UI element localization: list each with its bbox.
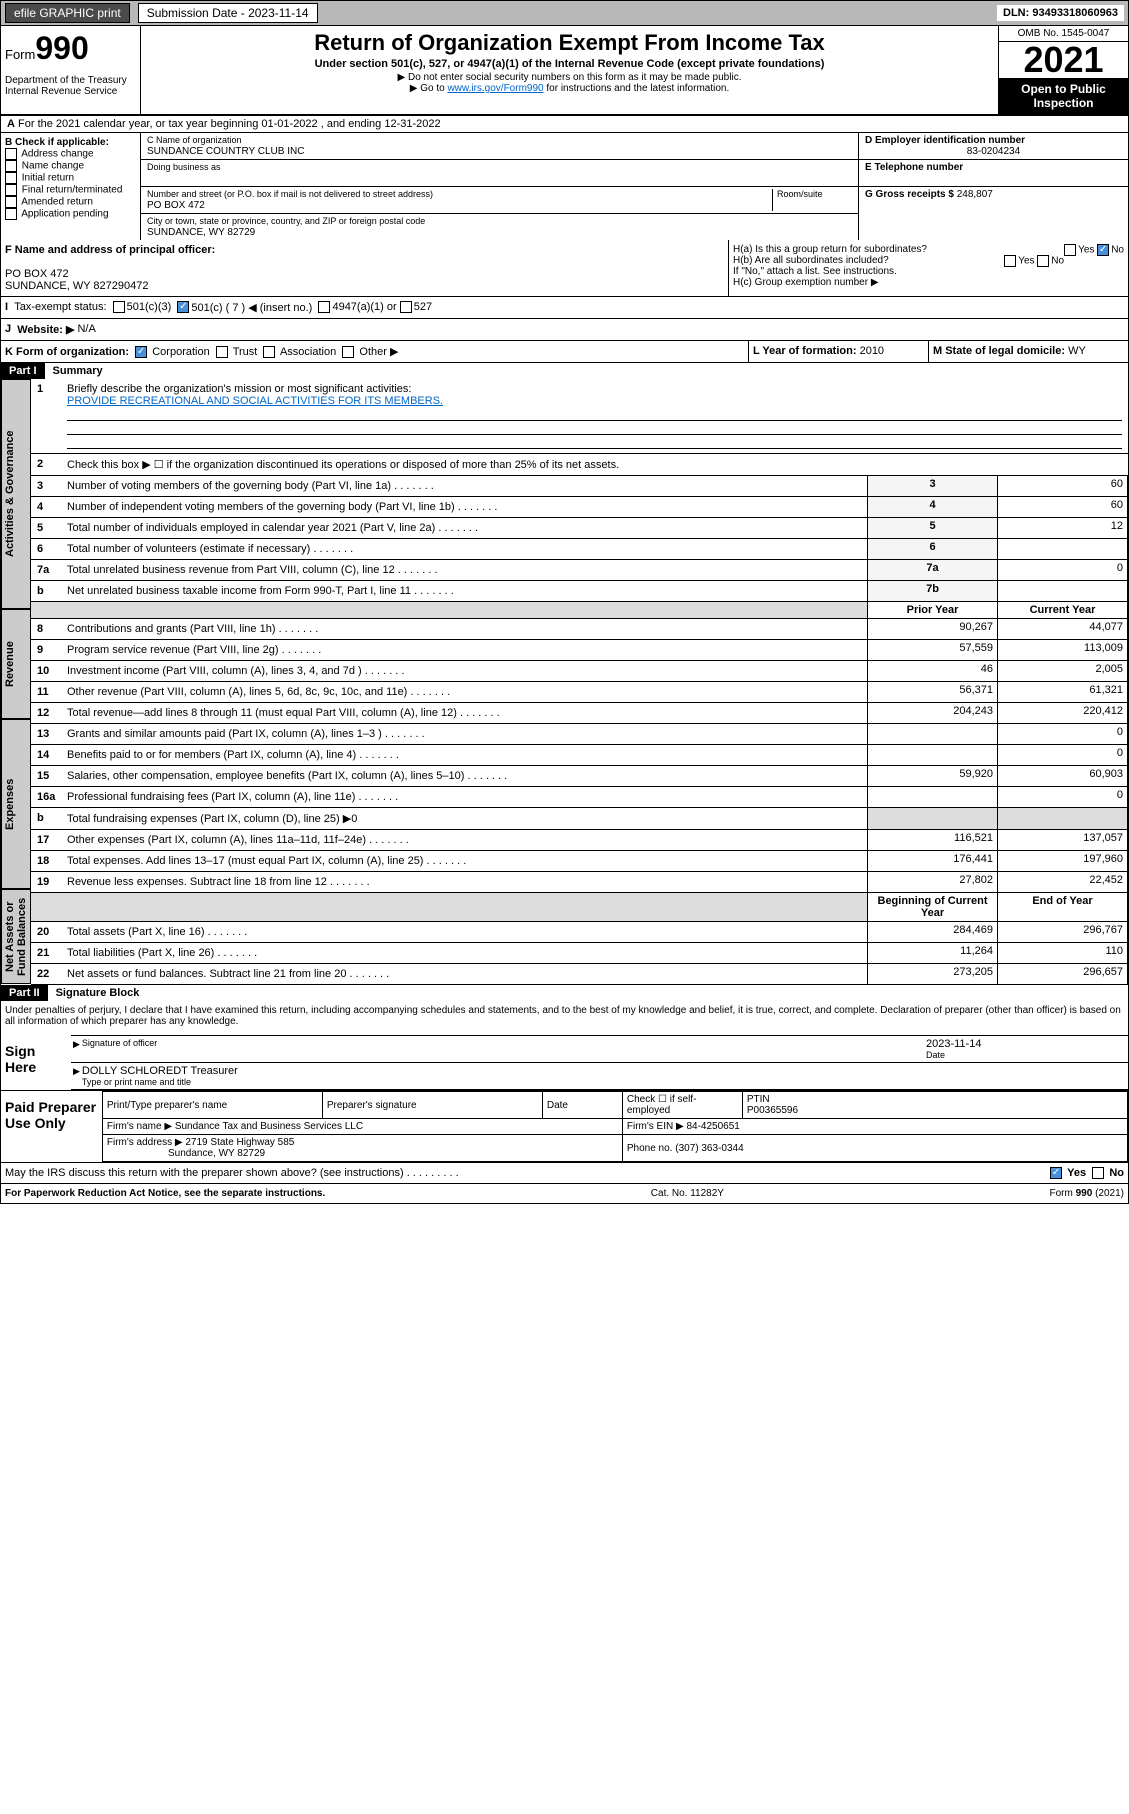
form-number-box: Form990 Department of the Treasury Inter…: [1, 26, 141, 114]
check-initial-return[interactable]: [5, 172, 17, 184]
section-deg: D Employer identification number83-02042…: [858, 133, 1128, 240]
section-a: A For the 2021 calendar year, or tax yea…: [1, 116, 1128, 133]
check-527[interactable]: [400, 301, 412, 313]
section-i: I Tax-exempt status: 501(c)(3) 501(c) ( …: [1, 297, 1128, 319]
topbar: efile GRAPHIC print Submission Date - 20…: [1, 1, 1128, 26]
check-other[interactable]: [342, 346, 354, 358]
dln: DLN: 93493318060963: [997, 5, 1124, 21]
section-fhi: F Name and address of principal officer:…: [1, 240, 1128, 297]
form-container: efile GRAPHIC print Submission Date - 20…: [0, 0, 1129, 1204]
check-name-change[interactable]: [5, 160, 17, 172]
irs-link[interactable]: www.irs.gov/Form990: [447, 83, 543, 94]
section-bcdefg: B Check if applicable: Address change Na…: [1, 133, 1128, 240]
section-klm: K Form of organization: Corporation Trus…: [1, 341, 1128, 363]
firm-name: Sundance Tax and Business Services LLC: [175, 1121, 363, 1132]
section-f: F Name and address of principal officer:…: [1, 240, 728, 296]
part1-header: Part I Summary: [1, 363, 1128, 379]
check-final-return[interactable]: [5, 184, 17, 196]
submission-date: Submission Date - 2023-11-14: [138, 3, 318, 23]
check-assoc[interactable]: [263, 346, 275, 358]
check-address-change[interactable]: [5, 148, 17, 160]
org-address: PO BOX 472: [147, 200, 205, 211]
declaration: Under penalties of perjury, I declare th…: [1, 1001, 1128, 1031]
org-city: SUNDANCE, WY 82729: [147, 227, 255, 238]
check-4947[interactable]: [318, 301, 330, 313]
vert-expenses: Expenses: [1, 719, 31, 889]
department: Department of the Treasury Internal Reve…: [5, 75, 136, 97]
org-name: SUNDANCE COUNTRY CLUB INC: [147, 146, 304, 157]
year-box: OMB No. 1545-0047 2021 Open to Public In…: [998, 26, 1128, 114]
year-formation: 2010: [860, 345, 884, 357]
vert-revenue: Revenue: [1, 609, 31, 719]
firm-phone: (307) 363-0344: [675, 1143, 743, 1154]
main-title: Return of Organization Exempt From Incom…: [145, 30, 994, 56]
vert-activities: Activities & Governance: [1, 379, 31, 609]
instruction-1: ▶ Do not enter social security numbers o…: [145, 72, 994, 83]
vert-netassets: Net Assets or Fund Balances: [1, 889, 31, 984]
form-header: Form990 Department of the Treasury Inter…: [1, 26, 1128, 116]
summary-table: 1Briefly describe the organization's mis…: [31, 379, 1128, 985]
efile-print-button[interactable]: efile GRAPHIC print: [5, 3, 130, 23]
subtitle: Under section 501(c), 527, or 4947(a)(1)…: [145, 58, 994, 70]
gross-receipts: 248,807: [957, 189, 993, 200]
sign-here-section: Sign Here Signature of officer2023-11-14…: [1, 1035, 1128, 1090]
part1-body: Activities & Governance Revenue Expenses…: [1, 379, 1128, 985]
instruction-2: ▶ Go to www.irs.gov/Form990 for instruct…: [145, 83, 994, 94]
tax-year: 2021: [999, 42, 1128, 78]
form-number: 990: [35, 30, 88, 66]
state-domicile: WY: [1068, 345, 1086, 357]
title-box: Return of Organization Exempt From Incom…: [141, 26, 998, 114]
footer: For Paperwork Reduction Act Notice, see …: [1, 1183, 1128, 1203]
ptin: P00365596: [747, 1105, 798, 1116]
discuss-row: May the IRS discuss this return with the…: [1, 1162, 1128, 1183]
check-discuss-yes[interactable]: [1050, 1167, 1062, 1179]
section-h: H(a) Is this a group return for subordin…: [728, 240, 1128, 296]
officer-name: DOLLY SCHLOREDT Treasurer: [82, 1065, 238, 1077]
form-prefix: Form: [5, 47, 35, 62]
paid-preparer-section: Paid Preparer Use Only Print/Type prepar…: [1, 1090, 1128, 1162]
part2-header: Part II Signature Block: [1, 985, 1128, 1001]
check-501c3[interactable]: [113, 301, 125, 313]
website: N/A: [77, 323, 95, 336]
section-c: C Name of organizationSUNDANCE COUNTRY C…: [141, 133, 858, 240]
mission-text: PROVIDE RECREATIONAL AND SOCIAL ACTIVITI…: [67, 395, 443, 407]
section-j: J Website: ▶ N/A: [1, 319, 1128, 341]
check-ha-yes[interactable]: [1064, 244, 1076, 256]
public-inspection: Open to Public Inspection: [999, 78, 1128, 114]
section-b: B Check if applicable: Address change Na…: [1, 133, 141, 240]
check-trust[interactable]: [216, 346, 228, 358]
check-discuss-no[interactable]: [1092, 1167, 1104, 1179]
check-corp[interactable]: [135, 346, 147, 358]
preparer-table: Print/Type preparer's name Preparer's si…: [102, 1091, 1128, 1162]
check-hb-yes[interactable]: [1004, 255, 1016, 267]
ein: 83-0204234: [865, 146, 1122, 157]
firm-ein: 84-4250651: [686, 1121, 739, 1132]
check-ha-no[interactable]: [1097, 244, 1109, 256]
check-hb-no[interactable]: [1037, 255, 1049, 267]
check-app-pending[interactable]: [5, 208, 17, 220]
check-amended[interactable]: [5, 196, 17, 208]
check-501c[interactable]: [177, 301, 189, 313]
